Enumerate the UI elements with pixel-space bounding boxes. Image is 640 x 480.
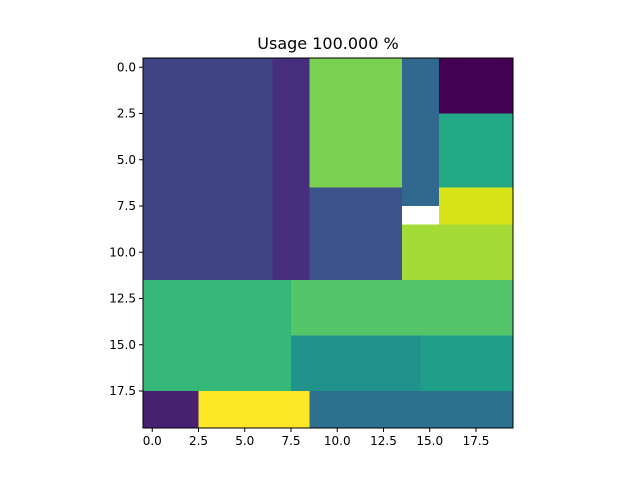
chart-title: Usage 100.000 % xyxy=(257,34,398,53)
heatmap-region-11 xyxy=(291,280,513,336)
heatmap-region-16 xyxy=(309,391,513,428)
heatmap-region-15 xyxy=(198,391,310,428)
x-tick-label: 17.5 xyxy=(463,434,490,448)
heatmap-region-3 xyxy=(309,58,402,188)
heatmap-region-4 xyxy=(402,58,439,206)
heatmap-region-12 xyxy=(291,335,421,391)
x-tick-label: 10.0 xyxy=(324,434,351,448)
x-axis-ticks: 0.0 2.5 5.0 7.5 10.0 12.5 15.0 17.5 xyxy=(143,428,490,448)
x-tick-label: 7.5 xyxy=(281,434,300,448)
y-tick-label: 2.5 xyxy=(117,107,136,121)
y-tick-label: 7.5 xyxy=(117,199,136,213)
heatmap-region-1 xyxy=(143,58,273,280)
x-tick-label: 2.5 xyxy=(189,434,208,448)
x-tick-label: 12.5 xyxy=(370,434,397,448)
plot-frame xyxy=(142,57,514,429)
y-tick-label: 15.0 xyxy=(109,338,136,352)
heatmap-cells xyxy=(143,58,513,428)
heatmap-region-13 xyxy=(420,335,513,391)
heatmap-region-10 xyxy=(143,280,291,391)
heatmap-region-9 xyxy=(402,224,513,280)
heatmap-region-2 xyxy=(272,58,310,280)
heatmap-region-14 xyxy=(143,391,199,428)
y-tick-label: 10.0 xyxy=(109,245,136,259)
y-tick-label: 5.0 xyxy=(117,153,136,167)
heatmap-region-8 xyxy=(309,187,402,280)
heatmap-region-7 xyxy=(439,187,513,225)
x-tick-label: 0.0 xyxy=(143,434,162,448)
y-tick-label: 12.5 xyxy=(109,292,136,306)
x-tick-label: 5.0 xyxy=(235,434,254,448)
heatmap-region-5 xyxy=(439,58,513,114)
x-tick-label: 15.0 xyxy=(416,434,443,448)
y-axis-ticks: 0.0 2.5 5.0 7.5 10.0 12.5 15.0 17.5 xyxy=(109,60,143,398)
y-tick-label: 17.5 xyxy=(109,384,136,398)
heatmap-region-6 xyxy=(439,113,513,188)
y-tick-label: 0.0 xyxy=(117,60,136,74)
